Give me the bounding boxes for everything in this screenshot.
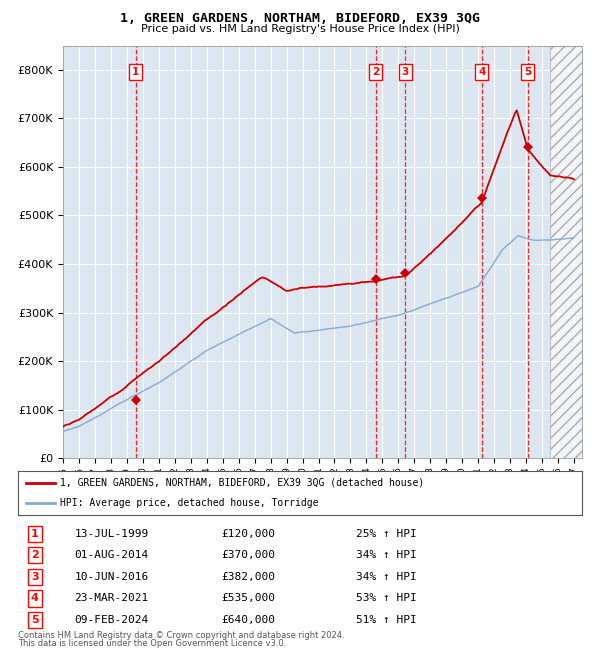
Text: 53% ↑ HPI: 53% ↑ HPI: [356, 593, 417, 603]
Text: £120,000: £120,000: [221, 528, 275, 539]
Text: 5: 5: [31, 615, 39, 625]
Text: 13-JUL-1999: 13-JUL-1999: [74, 528, 149, 539]
Text: This data is licensed under the Open Government Licence v3.0.: This data is licensed under the Open Gov…: [18, 639, 286, 648]
Text: 51% ↑ HPI: 51% ↑ HPI: [356, 615, 417, 625]
Text: 2: 2: [372, 68, 379, 77]
Text: 01-AUG-2014: 01-AUG-2014: [74, 551, 149, 560]
Text: 2: 2: [31, 551, 39, 560]
Text: £640,000: £640,000: [221, 615, 275, 625]
Text: 5: 5: [524, 68, 532, 77]
Text: 1, GREEN GARDENS, NORTHAM, BIDEFORD, EX39 3QG: 1, GREEN GARDENS, NORTHAM, BIDEFORD, EX3…: [120, 12, 480, 25]
Text: 09-FEB-2024: 09-FEB-2024: [74, 615, 149, 625]
Text: 3: 3: [402, 68, 409, 77]
Text: 1, GREEN GARDENS, NORTHAM, BIDEFORD, EX39 3QG (detached house): 1, GREEN GARDENS, NORTHAM, BIDEFORD, EX3…: [60, 478, 425, 488]
Text: 34% ↑ HPI: 34% ↑ HPI: [356, 551, 417, 560]
Text: Price paid vs. HM Land Registry's House Price Index (HPI): Price paid vs. HM Land Registry's House …: [140, 24, 460, 34]
Text: 3: 3: [31, 572, 39, 582]
Text: 10-JUN-2016: 10-JUN-2016: [74, 572, 149, 582]
Text: £535,000: £535,000: [221, 593, 275, 603]
Text: 4: 4: [478, 68, 485, 77]
Bar: [550, 46, 582, 458]
Text: 23-MAR-2021: 23-MAR-2021: [74, 593, 149, 603]
Text: 4: 4: [31, 593, 39, 603]
Text: £382,000: £382,000: [221, 572, 275, 582]
Text: 1: 1: [132, 68, 139, 77]
Text: HPI: Average price, detached house, Torridge: HPI: Average price, detached house, Torr…: [60, 498, 319, 508]
Text: 1: 1: [31, 528, 39, 539]
Text: 25% ↑ HPI: 25% ↑ HPI: [356, 528, 417, 539]
Text: £370,000: £370,000: [221, 551, 275, 560]
Bar: [550, 46, 582, 458]
Text: 34% ↑ HPI: 34% ↑ HPI: [356, 572, 417, 582]
Text: Contains HM Land Registry data © Crown copyright and database right 2024.: Contains HM Land Registry data © Crown c…: [18, 631, 344, 640]
